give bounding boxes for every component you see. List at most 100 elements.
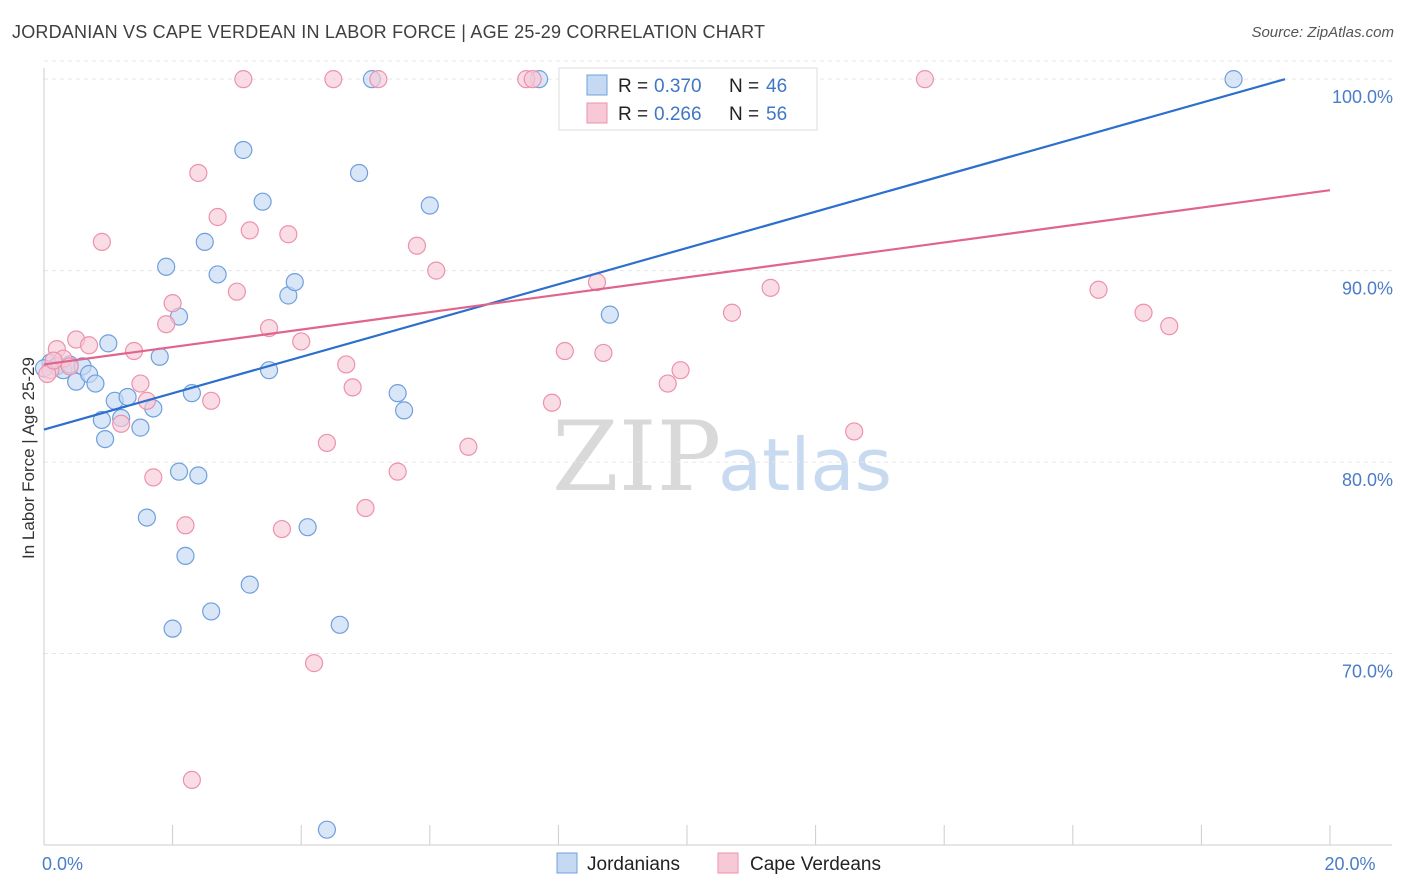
jordanian-point-43 [600, 305, 619, 324]
y-tick-label-2: 80.0% [1342, 470, 1393, 490]
jordanian-point-35 [317, 820, 337, 839]
bottom-legend-swatch-jordanians [556, 852, 578, 874]
cape-verdean-point-43 [594, 343, 613, 363]
x-tick-label-0: 0.0% [42, 854, 83, 874]
cape-verdean-point-45 [671, 361, 690, 380]
cape-verdean-point-9 [131, 374, 150, 393]
legend-n-label-1: N = [729, 76, 759, 97]
cape-verdean-point-12 [157, 315, 176, 334]
cape-verdean-point-32 [369, 70, 388, 89]
jordanian-point-37 [349, 163, 369, 183]
jordanian-point-33 [285, 272, 304, 292]
x-tick-labels: 0.0% 20.0% [42, 854, 1376, 874]
cape-verdean-point-26 [304, 654, 324, 673]
jordanian-point-41 [420, 196, 439, 215]
y-axis-label: In Labor Force | Age 25-29 [19, 357, 38, 559]
legend-r-label-2: R = [618, 104, 648, 125]
jordanian-point-27 [208, 265, 227, 284]
gridlines [44, 60, 1392, 655]
legend-n-value-1: 46 [766, 76, 787, 97]
jordanian-point-34 [298, 518, 317, 537]
cape-verdean-point-17 [202, 391, 221, 410]
cape-verdean-point-21 [240, 221, 259, 240]
bottom-legend-swatch-cape-verdeans [717, 852, 739, 874]
legend-swatch-jordanians [586, 74, 608, 96]
cape-verdean-point-13 [163, 294, 182, 313]
cape-verdean-point-44 [658, 374, 677, 393]
jordanian-point-17 [150, 347, 169, 366]
cape-verdean-point-23 [272, 519, 292, 539]
y-tick-label-3: 70.0% [1342, 662, 1393, 682]
jordanian-point-21 [169, 462, 189, 481]
bottom-legend-label-cape-verdeans: Cape Verdeans [750, 854, 881, 875]
legend-n-value-2: 56 [766, 104, 787, 125]
jordanian-point-26 [202, 602, 221, 621]
watermark-zip: ZIP [552, 401, 721, 513]
jordanian-point-9 [95, 429, 115, 449]
cape-verdean-point-33 [388, 462, 407, 481]
trendlines [43, 78, 1331, 431]
jordanian-point-13 [118, 387, 137, 407]
legend: R = 0.370 N = 46 R = 0.266 N = 56 [558, 67, 818, 131]
cape-verdean-point-38 [523, 70, 542, 89]
watermark-atlas: atlas [718, 423, 892, 507]
cape-verdean-point-55 [44, 351, 63, 370]
jordanian-point-10 [99, 334, 118, 353]
jordanian-point-15 [137, 508, 156, 527]
cape-verdean-point-14 [176, 516, 195, 535]
jordanian-point-14 [131, 418, 150, 437]
y-tick-labels: 100.0% 90.0% 80.0% 70.0% [1332, 87, 1393, 681]
cape-verdean-point-5 [79, 336, 99, 355]
cape-verdean-point-40 [555, 341, 574, 361]
y-tick-label-0: 100.0% [1332, 87, 1393, 107]
chart-title: JORDANIAN VS CAPE VERDEAN IN LABOR FORCE… [12, 22, 766, 42]
jordanian-point-36 [330, 615, 349, 634]
jordanian-point-28 [234, 140, 253, 160]
cape-verdean-point-49 [845, 422, 864, 441]
jordanian-point-40 [394, 401, 414, 420]
jordanians-trendline [43, 78, 1286, 431]
cape-verdean-point-15 [182, 770, 201, 790]
cape-verdean-point-20 [234, 70, 253, 89]
cape-verdean-point-35 [427, 261, 446, 280]
source-credit: Source: ZipAtlas.com [1251, 24, 1394, 41]
legend-r-value-1: 0.370 [654, 76, 702, 97]
jordanian-point-19 [163, 619, 182, 638]
bottom-legend-label-jordanians: Jordanians [587, 854, 680, 875]
legend-r-label-1: R = [618, 76, 648, 97]
cape-verdean-point-19 [227, 282, 246, 301]
cape-verdean-point-30 [343, 378, 362, 397]
cape-verdean-point-53 [1160, 317, 1179, 336]
legend-swatch-cape-verdeans [586, 102, 608, 124]
cape-verdean-point-31 [356, 498, 375, 518]
cape-verdean-point-34 [407, 236, 427, 255]
cape-verdean-point-29 [337, 355, 356, 374]
cape-verdean-point-51 [1089, 280, 1108, 299]
cape-verdean-point-18 [208, 207, 227, 227]
bottom-legend: Jordanians Cape Verdeans [556, 852, 881, 875]
cape-verdean-point-52 [1134, 303, 1153, 322]
cape-verdean-point-48 [761, 278, 780, 297]
cape-verdean-point-36 [459, 437, 478, 456]
cape-verdean-point-28 [324, 70, 343, 89]
cape-verdeans-points [38, 70, 1179, 790]
cape-verdean-point-25 [292, 332, 311, 351]
cape-verdean-point-24 [279, 225, 298, 244]
cape-verdean-point-50 [915, 70, 935, 89]
watermark: ZIP atlas [552, 401, 892, 513]
jordanian-point-25 [195, 232, 214, 251]
cape-verdean-point-27 [317, 433, 337, 453]
jordanian-point-30 [253, 192, 272, 211]
y-tick-label-1: 90.0% [1342, 279, 1393, 299]
jordanian-point-22 [176, 546, 195, 565]
cape-verdean-point-7 [112, 414, 131, 433]
legend-n-label-2: N = [729, 104, 759, 125]
jordanian-point-44 [1224, 70, 1243, 89]
axes [43, 68, 1392, 846]
cape-verdean-point-16 [189, 163, 208, 183]
x-tick-label-1: 20.0% [1324, 854, 1375, 874]
jordanian-point-18 [157, 257, 176, 276]
jordanian-point-24 [189, 466, 208, 485]
legend-r-value-2: 0.266 [654, 104, 702, 125]
